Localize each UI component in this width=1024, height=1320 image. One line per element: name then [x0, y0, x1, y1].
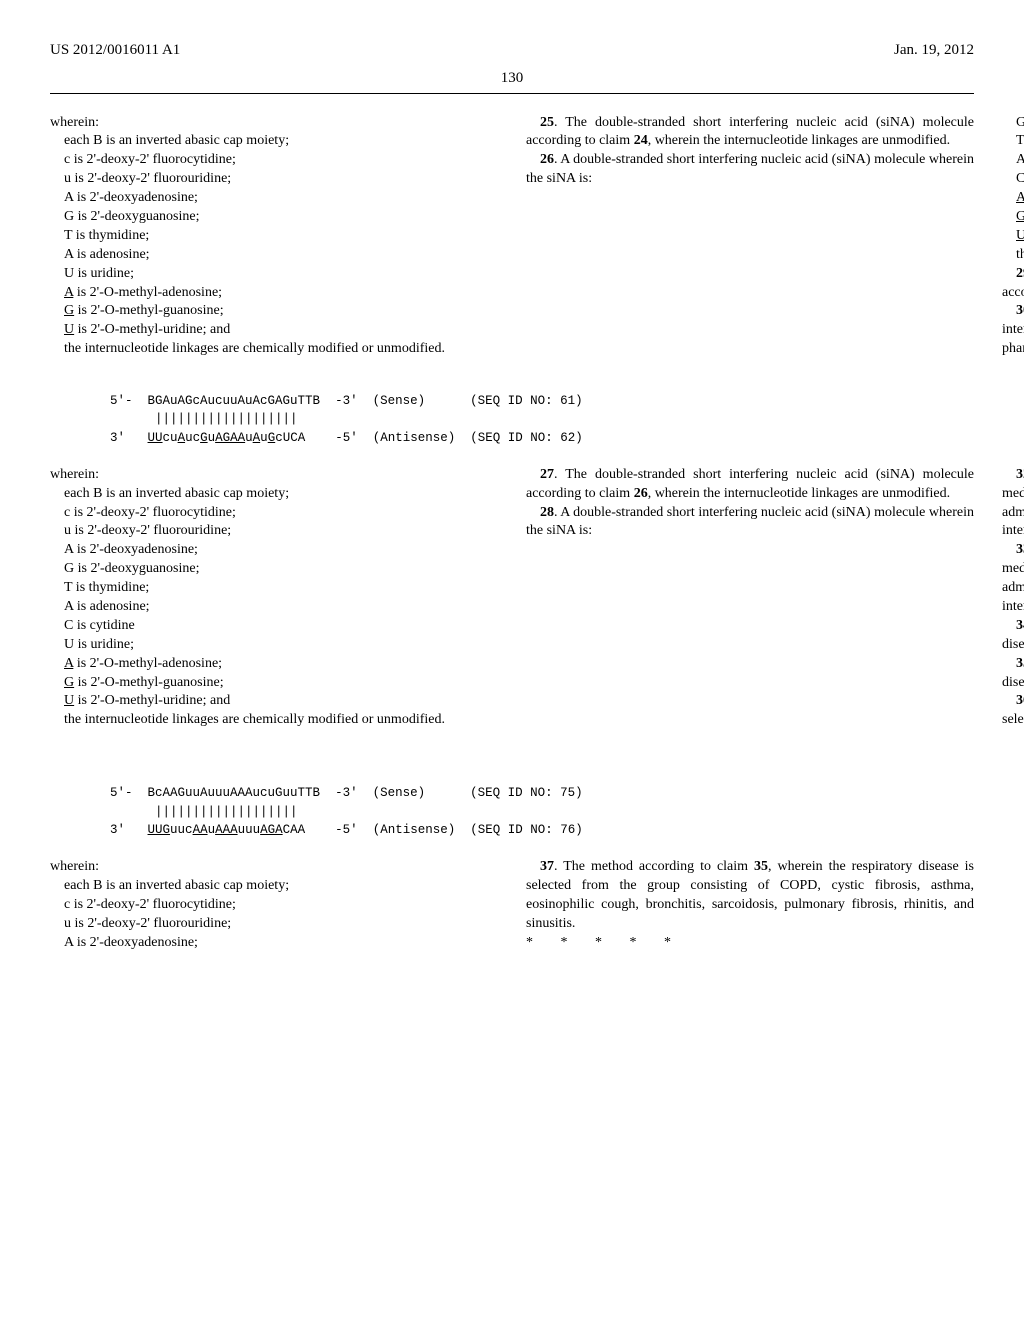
- wherein-label: wherein:: [50, 114, 498, 133]
- defn-B: each B is an inverted abasic cap moiety;: [50, 132, 498, 151]
- defn-linkages-b: the internucleotide linkages are chemica…: [50, 711, 498, 730]
- claim-33: 33. A method of treating a human subject…: [1002, 541, 1024, 617]
- column-block-b: wherein: each B is an inverted abasic ca…: [50, 466, 974, 766]
- claim-27: 27. The double-stranded short interferin…: [526, 466, 974, 504]
- defn-U-urid-b: U is uridine;: [50, 636, 498, 655]
- defn-B-c: each B is an inverted abasic cap moiety;: [50, 877, 498, 896]
- defn-A-om-r: A is 2'-O-methyl-adenosine;: [1002, 189, 1024, 208]
- defn-u: u is 2'-deoxy-2' fluorouridine;: [50, 170, 498, 189]
- page-number: 130: [50, 68, 974, 88]
- defn-T-r: T is thymidine;: [1002, 132, 1024, 151]
- claim-28: 28. A double-stranded short interfering …: [526, 504, 974, 542]
- claim-37: 37. The method according to claim 35, wh…: [526, 858, 974, 934]
- defn-linkages: the internucleotide linkages are chemica…: [50, 340, 498, 359]
- column-block-a: wherein: each B is an inverted abasic ca…: [50, 114, 974, 374]
- claim-32: 32. A method of treating a human subject…: [1002, 466, 1024, 542]
- wherein-label-c: wherein:: [50, 858, 498, 877]
- defn-c: c is 2'-deoxy-2' fluorocytidine;: [50, 151, 498, 170]
- defn-T: T is thymidine;: [50, 227, 498, 246]
- defn-G-deoxy-r: G is 2'-deoxyguanosine;: [1002, 114, 1024, 133]
- defn-U-om-b: U is 2'-O-methyl-uridine; and: [50, 692, 498, 711]
- defn-A-deoxy-c: A is 2'-deoxyadenosine;: [50, 934, 498, 953]
- sequence-block-1: 5'- BGAuAGcAucuuAuAcGAGuTTB -3' (Sense) …: [110, 392, 974, 448]
- defn-A-aden-b: A is adenosine;: [50, 598, 498, 617]
- defn-B-b: each B is an inverted abasic cap moiety;: [50, 485, 498, 504]
- defn-linkages-r: the internucleotide linkages are chemica…: [1002, 246, 1024, 265]
- defn-c-c: c is 2'-deoxy-2' fluorocytidine;: [50, 896, 498, 915]
- wherein-label-b: wherein:: [50, 466, 498, 485]
- header-rule: [50, 93, 974, 94]
- defn-T-b: T is thymidine;: [50, 579, 498, 598]
- defn-G-om-b: G is 2'-O-methyl-guanosine;: [50, 674, 498, 693]
- defn-C-cyt-b: C is cytidine: [50, 617, 498, 636]
- defn-u-c: u is 2'-deoxy-2' fluorouridine;: [50, 915, 498, 934]
- claim-26: 26. A double-stranded short interfering …: [526, 151, 974, 189]
- defn-G-deoxy: G is 2'-deoxyguanosine;: [50, 208, 498, 227]
- defn-A-aden: A is adenosine;: [50, 246, 498, 265]
- sequence-block-2: 5'- BcAAGuuAuuuAAAucuGuuTTB -3' (Sense) …: [110, 784, 974, 840]
- page-header: US 2012/0016011 A1 Jan. 19, 2012: [50, 40, 974, 60]
- column-block-c: wherein: each B is an inverted abasic ca…: [50, 858, 974, 978]
- claim-30: 30. A pharmaceutical composition compris…: [1002, 302, 1024, 359]
- defn-A-om-b: A is 2'-O-methyl-adenosine;: [50, 655, 498, 674]
- defn-A-deoxy: A is 2'-deoxyadenosine;: [50, 189, 498, 208]
- defn-C-cyt-r: C is cytidine: [1002, 170, 1024, 189]
- defn-G-deoxy-b: G is 2'-deoxyguanosine;: [50, 560, 498, 579]
- defn-G-om-r: G is 2'-O-methyl-guanosine;: [1002, 208, 1024, 227]
- claim-35: 35. The method according to claim 33, wh…: [1002, 655, 1024, 693]
- claim-34: 34. The method according to claim 32, wh…: [1002, 617, 1024, 655]
- defn-c-b: c is 2'-deoxy-2' fluorocytidine;: [50, 504, 498, 523]
- defn-u-b: u is 2'-deoxy-2' fluorouridine;: [50, 522, 498, 541]
- claim-25: 25. The double-stranded short interferin…: [526, 114, 974, 152]
- claim-29: 29. The double-stranded short interferin…: [1002, 265, 1024, 303]
- end-stars: * * * * *: [526, 934, 974, 953]
- defn-G-om: G is 2'-O-methyl-guanosine;: [50, 302, 498, 321]
- publication-number: US 2012/0016011 A1: [50, 40, 180, 60]
- defn-U-om: U is 2'-O-methyl-uridine; and: [50, 321, 498, 340]
- defn-A-aden-r: A is adenosine;: [1002, 151, 1024, 170]
- defn-U-om-r: U is 2'-O-methyl-uridine; and: [1002, 227, 1024, 246]
- defn-U-urid: U is uridine;: [50, 265, 498, 284]
- publication-date: Jan. 19, 2012: [894, 40, 974, 60]
- defn-A-deoxy-b: A is 2'-deoxyadenosine;: [50, 541, 498, 560]
- defn-A-om: A is 2'-O-methyl-adenosine;: [50, 284, 498, 303]
